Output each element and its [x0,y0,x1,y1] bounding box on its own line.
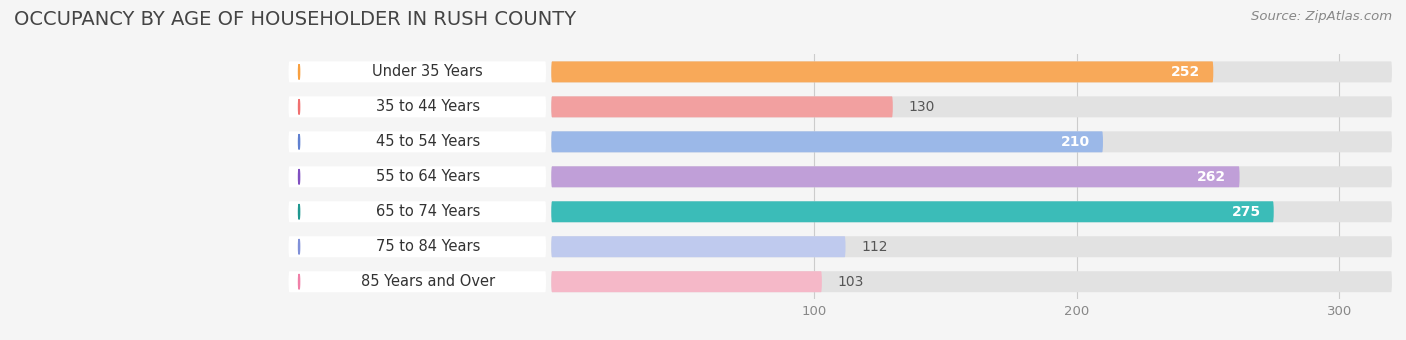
FancyBboxPatch shape [551,96,1392,117]
Text: 55 to 64 Years: 55 to 64 Years [375,169,479,184]
Text: 45 to 54 Years: 45 to 54 Years [375,134,479,149]
FancyBboxPatch shape [551,271,1392,292]
Text: 35 to 44 Years: 35 to 44 Years [375,99,479,114]
Text: 275: 275 [1232,205,1261,219]
FancyBboxPatch shape [551,201,1392,222]
FancyBboxPatch shape [551,131,1102,152]
FancyBboxPatch shape [551,131,1392,152]
Text: Under 35 Years: Under 35 Years [373,64,484,79]
FancyBboxPatch shape [551,96,893,117]
FancyBboxPatch shape [288,271,546,292]
Text: 252: 252 [1171,65,1201,79]
Text: 262: 262 [1198,170,1226,184]
FancyBboxPatch shape [288,236,546,257]
FancyBboxPatch shape [551,201,1274,222]
Text: 75 to 84 Years: 75 to 84 Years [375,239,479,254]
FancyBboxPatch shape [551,166,1392,187]
FancyBboxPatch shape [288,96,546,117]
FancyBboxPatch shape [551,62,1392,82]
Text: 85 Years and Over: 85 Years and Over [361,274,495,289]
FancyBboxPatch shape [551,236,845,257]
Text: OCCUPANCY BY AGE OF HOUSEHOLDER IN RUSH COUNTY: OCCUPANCY BY AGE OF HOUSEHOLDER IN RUSH … [14,10,576,29]
Text: 65 to 74 Years: 65 to 74 Years [375,204,479,219]
FancyBboxPatch shape [288,62,546,82]
FancyBboxPatch shape [288,131,546,152]
Text: Source: ZipAtlas.com: Source: ZipAtlas.com [1251,10,1392,23]
FancyBboxPatch shape [288,166,546,187]
Text: 210: 210 [1060,135,1090,149]
FancyBboxPatch shape [551,271,823,292]
Text: 103: 103 [838,275,865,289]
Text: 112: 112 [862,240,887,254]
FancyBboxPatch shape [551,62,1213,82]
FancyBboxPatch shape [551,166,1240,187]
FancyBboxPatch shape [551,236,1392,257]
FancyBboxPatch shape [288,201,546,222]
Text: 130: 130 [908,100,935,114]
